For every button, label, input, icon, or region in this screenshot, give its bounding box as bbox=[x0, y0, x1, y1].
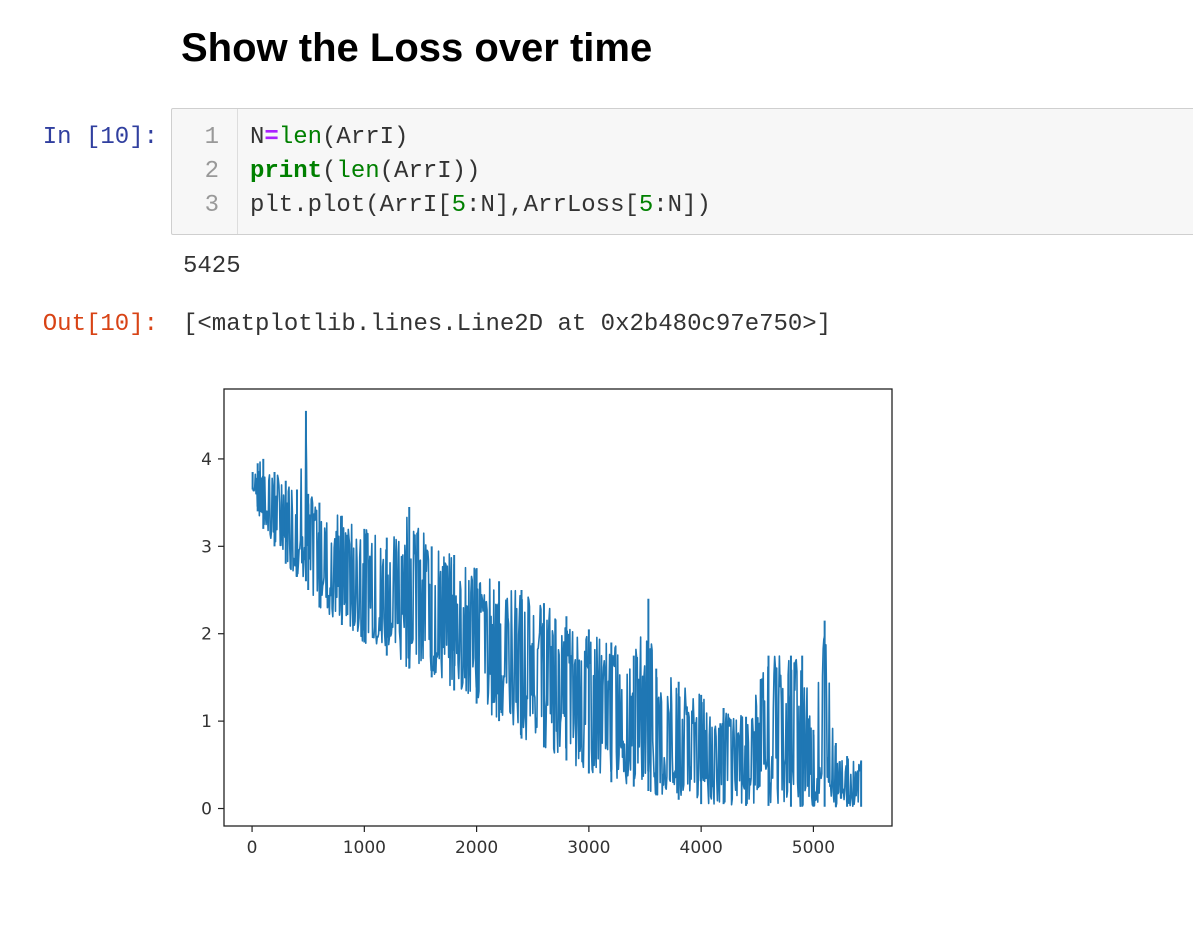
loss-series-fill bbox=[251, 410, 863, 808]
line-number: 1 bbox=[204, 124, 219, 151]
code-token: :N],ArrLoss[ bbox=[466, 192, 639, 219]
y-tick-label: 2 bbox=[201, 625, 212, 645]
code-token: plt.plot(ArrI[ bbox=[250, 192, 452, 219]
code-builtin: len bbox=[278, 124, 323, 151]
code-number: 5 bbox=[451, 192, 467, 219]
code-token: (ArrI)) bbox=[379, 158, 481, 185]
code-token: N bbox=[250, 124, 265, 151]
x-tick-label: 2000 bbox=[455, 838, 498, 858]
line-number-gutter: 1 2 3 bbox=[172, 109, 238, 234]
code-token: (ArrI) bbox=[322, 124, 409, 151]
section-heading: Show the Loss over time bbox=[181, 26, 653, 70]
x-tick-label: 4000 bbox=[680, 838, 723, 858]
y-axis: 0 1 2 3 4 bbox=[201, 450, 224, 820]
code-cell-editor[interactable]: 1 2 3 N=len(ArrI) print(len(ArrI)) plt.p… bbox=[171, 108, 1193, 235]
x-tick-label: 5000 bbox=[792, 838, 835, 858]
input-prompt: In [10]: bbox=[42, 124, 158, 151]
code-token: ( bbox=[322, 158, 337, 185]
loss-line bbox=[251, 416, 862, 808]
x-tick-label: 0 bbox=[247, 838, 258, 858]
loss-line-chart: 0 1000 2000 3000 4000 5000 0 1 2 3 4 bbox=[201, 388, 893, 858]
output-result: [<matplotlib.lines.Line2D at 0x2b480c97e… bbox=[183, 311, 832, 338]
code-line-3[interactable]: plt.plot(ArrI[5:N],ArrLoss[5:N]) bbox=[250, 189, 711, 223]
y-tick-label: 3 bbox=[201, 537, 212, 557]
code-number: 5 bbox=[638, 192, 654, 219]
output-prompt: Out[10]: bbox=[42, 311, 158, 338]
stdout-output: 5425 bbox=[183, 253, 241, 280]
code-line-2[interactable]: print(len(ArrI)) bbox=[250, 155, 480, 189]
code-keyword: print bbox=[250, 158, 323, 185]
y-tick-label: 1 bbox=[201, 712, 212, 732]
line-number: 3 bbox=[204, 192, 219, 219]
code-operator: = bbox=[264, 124, 279, 151]
y-tick-label: 0 bbox=[201, 800, 212, 820]
code-builtin: len bbox=[336, 158, 380, 185]
x-axis: 0 1000 2000 3000 4000 5000 bbox=[247, 826, 835, 858]
y-tick-label: 4 bbox=[201, 450, 212, 470]
x-tick-label: 3000 bbox=[567, 838, 610, 858]
code-token: :N]) bbox=[653, 192, 711, 219]
x-tick-label: 1000 bbox=[343, 838, 386, 858]
line-number: 2 bbox=[204, 158, 219, 185]
code-line-1[interactable]: N=len(ArrI) bbox=[250, 121, 408, 155]
